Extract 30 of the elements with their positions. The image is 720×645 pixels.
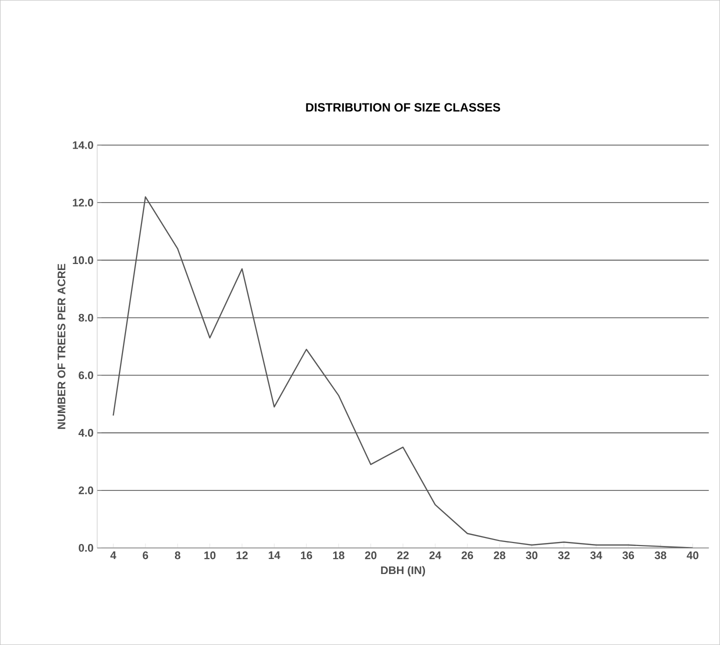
x-tick-label: 10 — [204, 551, 216, 560]
y-tick-label: 4.0 — [78, 428, 94, 437]
x-tick-label: 28 — [494, 551, 506, 560]
y-tick-label: 12.0 — [72, 198, 94, 207]
x-tick-label: 38 — [654, 551, 666, 560]
x-tick-label: 20 — [365, 551, 376, 560]
x-tick-label: 12 — [236, 551, 248, 560]
x-tick-label: 16 — [300, 551, 312, 560]
x-tick-label: 18 — [333, 551, 344, 560]
x-tick-label: 8 — [174, 551, 180, 560]
y-tick-label: 14.0 — [72, 141, 94, 149]
x-tick-label: 32 — [558, 551, 570, 560]
x-tick-label: 30 — [526, 551, 538, 560]
x-axis-title: DBH (IN) — [381, 566, 426, 576]
x-tick-label: 40 — [686, 551, 698, 560]
x-tick-label: 6 — [142, 551, 148, 560]
y-tick-label: 8.0 — [78, 314, 94, 322]
x-tick-label: 26 — [462, 551, 474, 560]
y-axis-title: NUMBER OF TREES PER ACRE — [58, 264, 66, 429]
y-tick-label: 0.0 — [78, 544, 94, 552]
x-tick-label: 22 — [397, 551, 409, 560]
y-tick-label: 2.0 — [78, 486, 94, 494]
chart-title: DISTRIBUTION OF SIZE CLASSES — [306, 103, 500, 112]
x-tick-label: 36 — [622, 551, 634, 560]
x-tick-label: 24 — [429, 551, 442, 560]
y-tick-label: 10.0 — [72, 256, 94, 264]
x-tick-label: 34 — [590, 551, 602, 560]
x-tick-label: 4 — [110, 551, 116, 559]
x-tick-label: 14 — [268, 551, 280, 559]
y-tick-label: 6.0 — [78, 371, 94, 380]
